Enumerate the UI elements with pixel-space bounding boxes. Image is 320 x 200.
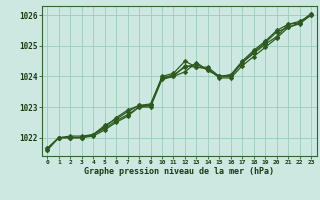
X-axis label: Graphe pression niveau de la mer (hPa): Graphe pression niveau de la mer (hPa) [84, 167, 274, 176]
